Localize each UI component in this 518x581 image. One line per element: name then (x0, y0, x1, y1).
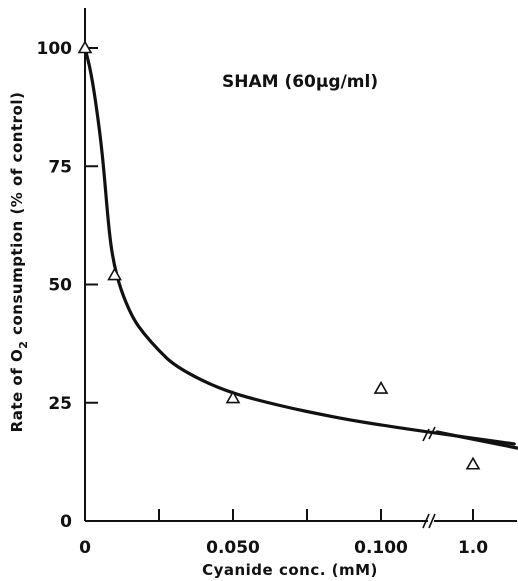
y-tick-label: 100 (37, 39, 73, 59)
y-axis-title-before: Rate of O (8, 349, 26, 433)
x-tick-label: 0.100 (354, 538, 408, 558)
curve-break-mark (422, 426, 436, 442)
fitted-curve (83, 46, 516, 446)
fitted-curve-tail (435, 430, 518, 450)
y-axis-title-subscript: 2 (17, 341, 30, 349)
y-tick-label: 50 (48, 276, 72, 296)
data-point-triangle (225, 390, 241, 404)
x-axis-title: Cyanide conc. (mM) (202, 561, 378, 579)
y-tick-label: 25 (48, 394, 72, 414)
chart-annotation: SHAM (60µg/ml) (222, 72, 378, 92)
data-point-triangle (465, 456, 481, 470)
x-tick-label: 0.050 (206, 538, 260, 558)
y-axis-title-after: consumption (% of control) (8, 92, 26, 341)
x-tick-group: 0 0.050 0.100 1.0 (79, 509, 488, 558)
y-tick-label: 75 (48, 157, 72, 177)
x-axis-break-mark (422, 513, 436, 529)
y-tick-label: 0 (60, 512, 72, 532)
y-axis: 0 25 50 75 100 (37, 8, 98, 532)
data-point-triangle (107, 267, 122, 281)
data-points (77, 40, 481, 470)
x-tick-label: 1.0 (458, 538, 488, 558)
data-point-triangle (77, 40, 93, 54)
y-tick-group: 0 25 50 75 100 (37, 39, 98, 532)
data-point-triangle (373, 380, 389, 394)
x-axis: 0 0.050 0.100 1.0 (79, 509, 517, 558)
y-axis-title: Rate of O2 consumption (% of control) (8, 92, 30, 433)
x-tick-label: 0 (79, 538, 91, 558)
